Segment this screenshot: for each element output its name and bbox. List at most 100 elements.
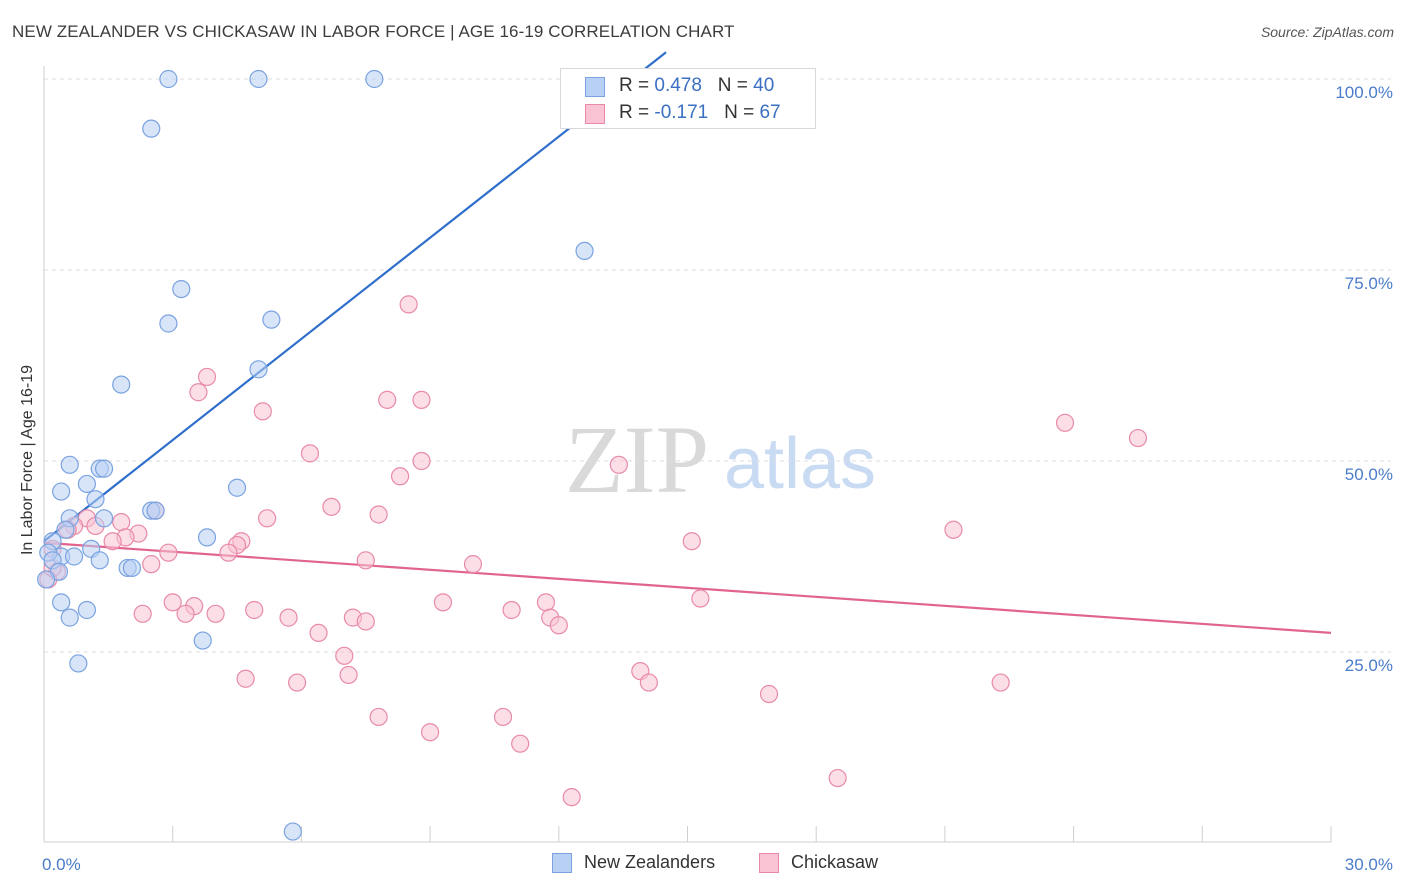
axes bbox=[43, 66, 1332, 843]
new-zealander-point bbox=[159, 69, 178, 89]
chickasaw-point bbox=[356, 612, 375, 631]
chickasaw-point bbox=[399, 295, 418, 314]
y-tick-label: 50.0% bbox=[1345, 465, 1393, 484]
chickasaw-point bbox=[369, 707, 388, 727]
correlation-legend: R = 0.478 N = 40 R = -0.171 N = 67 bbox=[560, 68, 816, 129]
new-zealander-point bbox=[90, 551, 109, 570]
new-zealander-point bbox=[365, 69, 384, 89]
watermark-zip: ZIP bbox=[565, 406, 709, 513]
chart-title: NEW ZEALANDER VS CHICKASAW IN LABOR FORC… bbox=[12, 22, 735, 41]
chickasaw-point bbox=[463, 555, 483, 574]
chickasaw-point bbox=[759, 684, 779, 704]
watermark-atlas: atlas bbox=[724, 424, 876, 504]
chickasaw-point bbox=[828, 768, 847, 788]
new-zealander-point bbox=[146, 501, 165, 520]
chickasaw-point bbox=[300, 444, 320, 463]
new-zealander-point bbox=[94, 459, 114, 478]
chickasaw-point bbox=[536, 593, 556, 612]
chickasaw-point bbox=[112, 513, 131, 532]
chickasaw-point bbox=[142, 555, 161, 574]
new-zealanders-trend-line bbox=[43, 51, 667, 543]
bottom-legend-label: Chickasaw bbox=[791, 852, 879, 872]
legend-r-label: R = bbox=[619, 102, 655, 123]
chickasaw-point bbox=[412, 390, 431, 409]
gridlines bbox=[44, 78, 1391, 653]
bottom-legend-swatch-pink bbox=[759, 853, 779, 873]
new-zealander-point bbox=[52, 593, 71, 612]
new-zealander-point bbox=[86, 490, 105, 509]
new-zealander-point bbox=[159, 314, 178, 333]
chickasaw-point bbox=[944, 520, 963, 539]
new-zealander-point bbox=[52, 482, 71, 501]
chickasaw-point bbox=[691, 589, 710, 608]
new-zealander-point bbox=[249, 69, 268, 89]
legend-text-blue: R = 0.478 N = 40 bbox=[619, 75, 774, 97]
new-zealander-point bbox=[262, 310, 281, 329]
chickasaw-point bbox=[502, 600, 521, 620]
new-zealander-point bbox=[172, 280, 191, 299]
trend-lines bbox=[43, 51, 1332, 634]
chickasaw-point bbox=[390, 467, 410, 486]
y-axis-label: In Labor Force | Age 16-19 bbox=[19, 364, 36, 556]
new-zealander-point bbox=[56, 520, 75, 539]
legend-r-label: R = bbox=[619, 75, 655, 96]
legend-r-value: 0.478 bbox=[654, 75, 702, 96]
legend-text-pink: R = -0.171 N = 67 bbox=[619, 102, 781, 124]
chickasaw-point bbox=[257, 509, 277, 528]
new-zealander-point bbox=[60, 608, 79, 627]
chickasaw-point bbox=[189, 383, 208, 402]
chickasaw-point bbox=[511, 734, 530, 753]
chickasaw-point bbox=[245, 600, 264, 620]
y-tick-label: 75.0% bbox=[1345, 274, 1393, 293]
chickasaw-point bbox=[133, 604, 152, 623]
legend-n-label: N = bbox=[717, 75, 754, 96]
chickasaw-point bbox=[369, 505, 388, 524]
chickasaw-point bbox=[176, 604, 195, 623]
new-zealander-point bbox=[227, 478, 247, 497]
chickasaw-point bbox=[562, 788, 581, 807]
chickasaw-point bbox=[197, 367, 217, 387]
y-tick-label: 100.0% bbox=[1335, 83, 1393, 102]
x-tick-label-left: 0.0% bbox=[42, 855, 81, 874]
legend-n-value: 67 bbox=[759, 102, 781, 123]
new-zealander-point bbox=[94, 509, 114, 528]
new-zealanders-points bbox=[37, 69, 594, 841]
new-zealander-point bbox=[77, 600, 97, 620]
new-zealander-point bbox=[283, 822, 302, 841]
chickasaw-point bbox=[549, 616, 568, 635]
chickasaw-point bbox=[206, 604, 225, 623]
chickasaw-point bbox=[219, 543, 238, 562]
legend-n-value: 40 bbox=[753, 75, 775, 96]
chickasaw-point bbox=[609, 455, 628, 474]
legend-swatch-blue bbox=[585, 77, 605, 97]
chickasaw-point bbox=[1055, 413, 1075, 432]
new-zealander-point bbox=[193, 631, 212, 650]
chickasaw-point bbox=[356, 551, 375, 570]
new-zealander-point bbox=[69, 654, 88, 673]
chickasaw-points bbox=[39, 295, 1148, 807]
new-zealander-point bbox=[142, 119, 161, 138]
chickasaw-point bbox=[421, 723, 440, 742]
chickasaw-point bbox=[335, 646, 354, 665]
chickasaw-point bbox=[163, 593, 182, 612]
tick-labels: 25.0% 50.0% 75.0% 100.0% 0.0% 30.0% bbox=[42, 83, 1393, 874]
legend-n-label: N = bbox=[724, 102, 760, 123]
chickasaw-point bbox=[253, 402, 272, 421]
y-tick-label: 25.0% bbox=[1345, 656, 1393, 675]
new-zealander-point bbox=[77, 474, 97, 494]
legend-swatch-pink bbox=[585, 104, 605, 124]
chickasaw-point bbox=[159, 543, 178, 562]
chickasaw-point bbox=[433, 593, 453, 612]
chickasaw-point bbox=[103, 532, 122, 551]
new-zealander-point bbox=[60, 455, 79, 474]
watermark: ZIP atlas bbox=[565, 406, 876, 513]
chickasaw-point bbox=[412, 451, 431, 471]
bottom-legend-swatch-blue bbox=[552, 853, 572, 873]
new-zealander-point bbox=[112, 375, 131, 394]
new-zealander-point bbox=[249, 360, 268, 379]
chickasaw-point bbox=[493, 707, 513, 727]
chickasaw-point bbox=[991, 673, 1010, 692]
chickasaw-point bbox=[1128, 428, 1148, 448]
chickasaw-trend-line bbox=[43, 541, 1332, 634]
